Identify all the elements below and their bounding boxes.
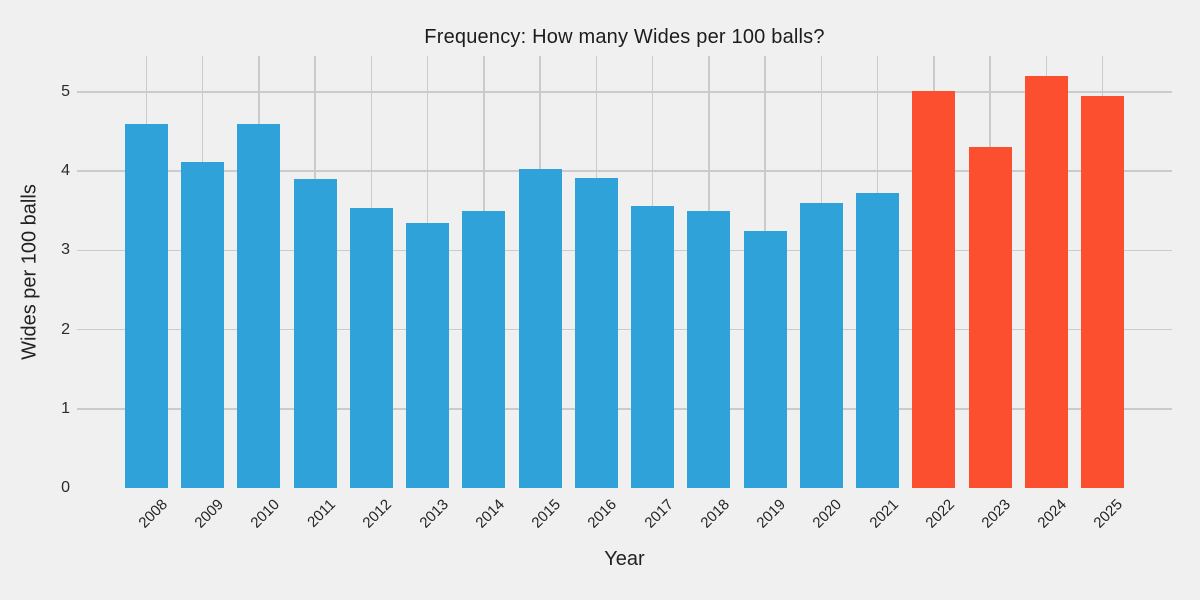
x-tick-label-2023: 2023 — [978, 496, 1015, 532]
bar-2012 — [349, 208, 393, 488]
x-tick-label-2013: 2013 — [416, 496, 452, 532]
bar-2024 — [1024, 76, 1068, 488]
x-tick-label-2017: 2017 — [641, 496, 677, 532]
y-tick-label-1: 1 — [61, 399, 70, 417]
x-tick-label-2008: 2008 — [134, 496, 171, 532]
x-tick-label-2025: 2025 — [1090, 496, 1127, 532]
h-gridline-3 — [77, 249, 1172, 252]
y-tick-label-0: 0 — [61, 479, 70, 496]
bar-2022 — [912, 91, 956, 488]
x-tick-label-2022: 2022 — [922, 496, 958, 532]
x-tick-label-2019: 2019 — [753, 496, 790, 532]
h-gridline-1 — [77, 408, 1172, 410]
bar-2009 — [181, 161, 225, 488]
h-gridline-5 — [77, 91, 1172, 93]
y-tick-label-4: 4 — [61, 162, 70, 180]
bar-2019 — [743, 230, 787, 488]
bar-2013 — [406, 223, 450, 488]
bar-2015 — [518, 168, 562, 488]
bar-2023 — [968, 147, 1012, 488]
bar-2025 — [1080, 95, 1124, 488]
x-tick-label-2018: 2018 — [697, 496, 733, 532]
x-tick-label-2009: 2009 — [191, 496, 227, 532]
h-gridline-4 — [77, 170, 1172, 172]
bar-2017 — [631, 206, 675, 488]
bar-2011 — [293, 179, 337, 488]
bar-2010 — [237, 123, 281, 488]
chart-title: Frequency: How many Wides per 100 balls? — [424, 26, 825, 48]
y-tick-label-2: 2 — [61, 320, 70, 338]
x-tick-label-2012: 2012 — [359, 496, 396, 532]
x-tick-label-2021: 2021 — [865, 496, 902, 532]
bar-2018 — [687, 210, 731, 488]
x-tick-label-2016: 2016 — [584, 496, 621, 532]
bar-2016 — [574, 177, 618, 488]
y-tick-label-5: 5 — [61, 83, 70, 100]
bar-2020 — [799, 202, 843, 488]
x-tick-label-2011: 2011 — [304, 496, 340, 531]
x-tick-label-2020: 2020 — [809, 496, 846, 532]
bar-2008 — [125, 123, 168, 488]
bar-2014 — [462, 210, 506, 488]
y-tick-label-3: 3 — [61, 241, 70, 259]
x-tick-label-2015: 2015 — [528, 496, 565, 532]
h-gridline-2 — [77, 328, 1172, 331]
bar-2021 — [856, 192, 900, 488]
x-tick-label-2024: 2024 — [1034, 496, 1071, 532]
x-tick-label-2014: 2014 — [472, 496, 508, 532]
x-axis-title: Year — [604, 548, 645, 570]
x-tick-label-2010: 2010 — [247, 496, 283, 532]
